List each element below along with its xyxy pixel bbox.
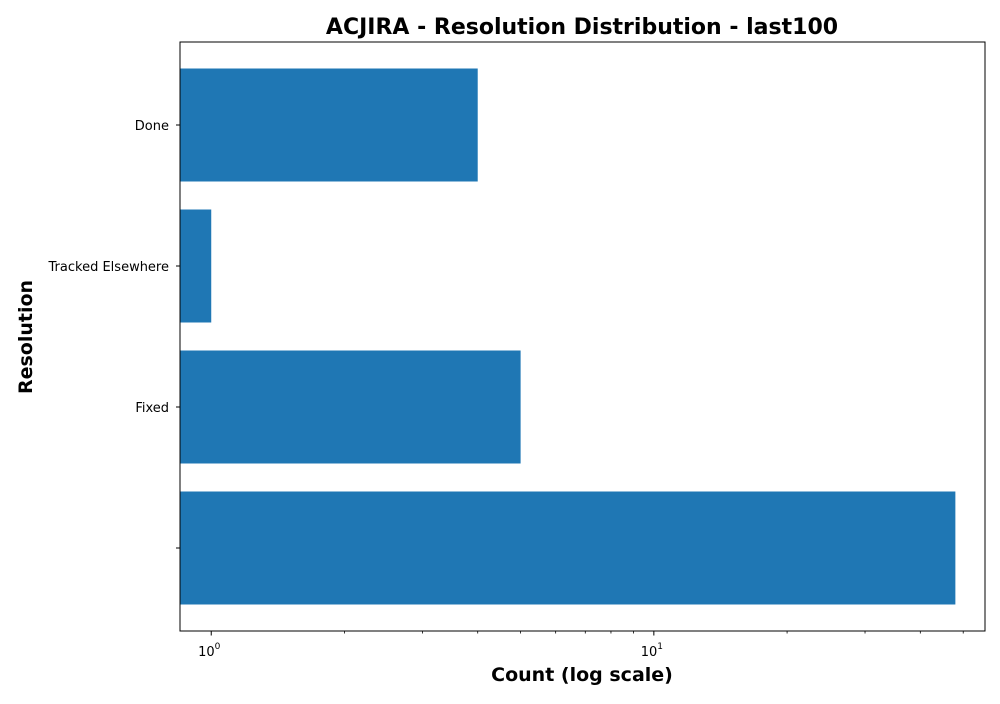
x-tick-label-exponent: 1 [657,642,663,652]
chart-title: ACJIRA - Resolution Distribution - last1… [326,15,838,40]
y-tick-label: Done [135,119,169,134]
y-tick-label: Fixed [135,401,169,416]
x-tick-label-base: 10 [641,645,658,660]
bar [180,209,212,323]
y-axis-label: Resolution [15,280,37,394]
bar [180,350,521,464]
x-tick-label: 100 [198,642,221,660]
x-tick-label-base: 10 [198,645,215,660]
plot-frame [179,41,986,632]
bar [180,491,956,605]
x-axis-label: Count (log scale) [491,664,673,686]
y-tick-label: Tracked Elsewhere [48,260,169,275]
x-tick-label: 101 [641,642,663,660]
x-tick-label-exponent: 0 [215,642,221,652]
bar [180,68,478,182]
